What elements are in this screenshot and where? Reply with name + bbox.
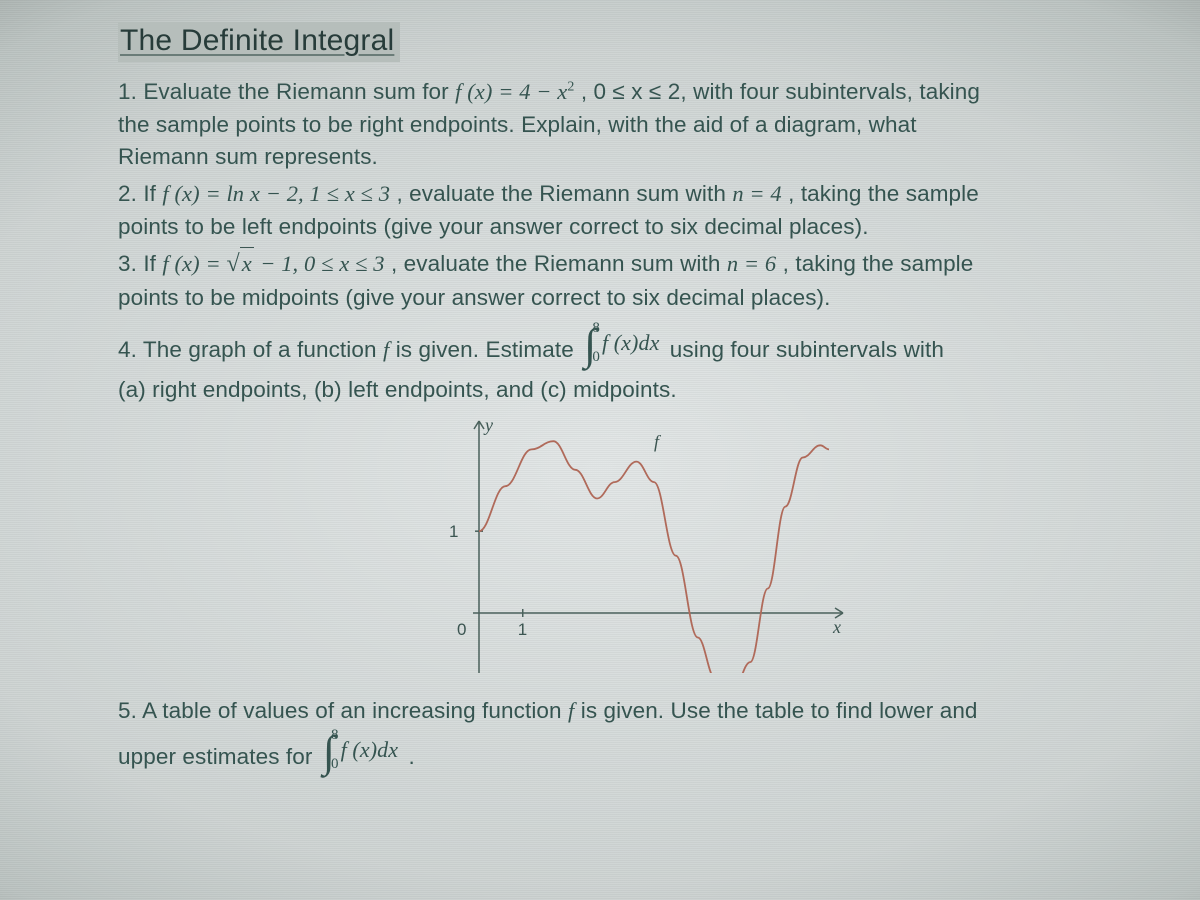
section-title: The Definite Integral [118, 22, 400, 62]
p1-line2: the sample points to be right endpoints.… [118, 112, 917, 137]
p1-exp: 2 [567, 80, 574, 95]
integral-icon: ∫ 8 0 f (x)dx [584, 321, 659, 365]
p2-a: 2. If [118, 181, 162, 206]
p1-fx: f (x) = 4 − x [455, 79, 567, 104]
p3-c: , taking the sample [783, 251, 974, 276]
integral-icon-2: ∫ 8 0 f (x)dx [323, 728, 398, 772]
p2-n: n = 4 [732, 181, 781, 206]
integrand-2: f (x)dx [341, 734, 399, 766]
p3-n: n = 6 [727, 251, 776, 276]
integrand: f (x)dx [602, 327, 660, 359]
worksheet-page: The Definite Integral 1. Evaluate the Ri… [118, 22, 1170, 880]
p2-b: , evaluate the Riemann sum with [396, 181, 732, 206]
integral-symbol: ∫ [584, 325, 596, 365]
svg-text:0: 0 [457, 620, 466, 639]
problem-4: 4. The graph of a function f is given. E… [118, 321, 1140, 367]
integral-symbol-2: ∫ [323, 732, 335, 772]
svg-text:1: 1 [449, 522, 458, 541]
p3-b: , evaluate the Riemann sum with [391, 251, 727, 276]
p5-a: 5. A table of values of an increasing fu… [118, 698, 568, 723]
p2-d: points to be left endpoints (give your a… [118, 214, 869, 239]
p3-a: 3. If [118, 251, 162, 276]
problem-3: 3. If f (x) = √ x − 1, 0 ≤ x ≤ 3 , evalu… [118, 247, 1140, 314]
sqrt-icon: √ x [226, 247, 253, 282]
figure-wrapper: y f x 1 0 1 [118, 413, 1140, 673]
p3-d: points to be midpoints (give your answer… [118, 285, 831, 310]
svg-text:x: x [832, 617, 841, 637]
p5-b: is given. Use the table to find lower an… [581, 698, 978, 723]
radical: √ [226, 247, 239, 282]
p4-a: 4. The graph of a function [118, 337, 383, 362]
p3-fx-head: f (x) = [162, 251, 226, 276]
problem-4-parts: (a) right endpoints, (b) left endpoints,… [118, 374, 1140, 407]
p5-d: . [408, 744, 414, 769]
p4-b: is given. Estimate [396, 337, 580, 362]
p4-f: f [383, 337, 389, 362]
svg-text:y: y [483, 415, 493, 435]
problem-1: 1. Evaluate the Riemann sum for f (x) = … [118, 76, 1140, 174]
p4-c: using four subintervals with [670, 337, 944, 362]
p5-c: upper estimates for [118, 744, 319, 769]
p5-f: f [568, 698, 574, 723]
sqrt-arg: x [240, 247, 254, 281]
svg-text:1: 1 [518, 620, 527, 639]
p1-line1-a: 1. Evaluate the Riemann sum for [118, 79, 455, 104]
p1-line1-b: , 0 ≤ x ≤ 2, with four subintervals, tak… [581, 79, 980, 104]
problem-5: 5. A table of values of an increasing fu… [118, 695, 1140, 773]
svg-text:f: f [654, 431, 662, 451]
function-graph: y f x 1 0 1 [409, 413, 849, 673]
p3-fx-tail: − 1, 0 ≤ x ≤ 3 [260, 251, 384, 276]
p1-line3: Riemann sum represents. [118, 144, 378, 169]
problem-2: 2. If f (x) = ln x − 2, 1 ≤ x ≤ 3 , eval… [118, 178, 1140, 243]
p2-c: , taking the sample [788, 181, 979, 206]
p2-fx: f (x) = ln x − 2, 1 ≤ x ≤ 3 [162, 181, 390, 206]
